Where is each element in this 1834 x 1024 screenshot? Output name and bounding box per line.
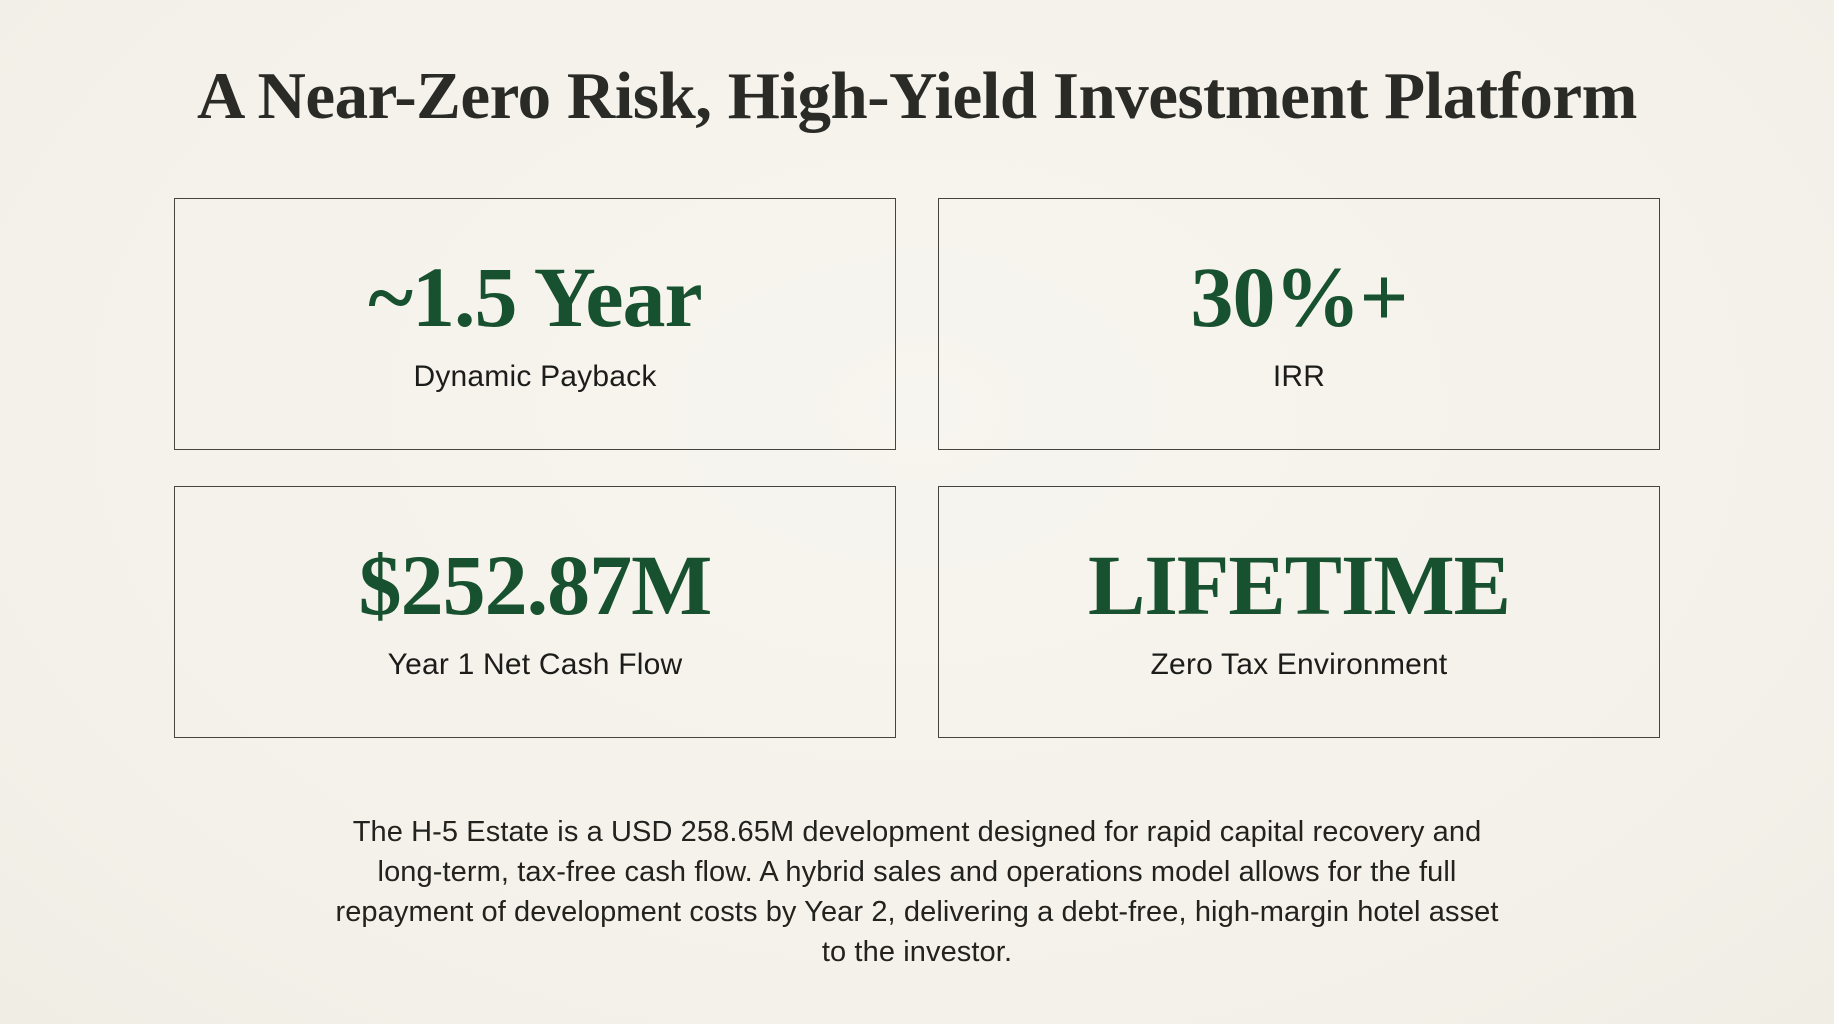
stat-card-zero-tax: LIFETIME Zero Tax Environment (938, 485, 1660, 738)
stat-card-net-cash-flow: $252.87M Year 1 Net Cash Flow (174, 485, 896, 738)
slide-description: The H-5 Estate is a USD 258.65M developm… (335, 815, 1499, 968)
stat-label: Zero Tax Environment (1150, 647, 1448, 681)
stat-value: $252.87M (358, 536, 713, 633)
stats-grid: ~1.5 Year Dynamic Payback 30%+ IRR $252.… (174, 197, 1660, 738)
stat-value: 30%+ (1190, 248, 1408, 345)
stat-label: IRR (1272, 359, 1326, 393)
stat-card-irr: 30%+ IRR (938, 197, 1660, 450)
stat-label: Year 1 Net Cash Flow (387, 647, 683, 681)
stat-label: Dynamic Payback (413, 359, 657, 393)
stat-value: LIFETIME (1087, 536, 1511, 633)
stat-value: ~1.5 Year (368, 248, 702, 345)
stat-card-dynamic-payback: ~1.5 Year Dynamic Payback (174, 197, 896, 450)
page-title: A Near-Zero Risk, High-Yield Investment … (197, 59, 1637, 133)
